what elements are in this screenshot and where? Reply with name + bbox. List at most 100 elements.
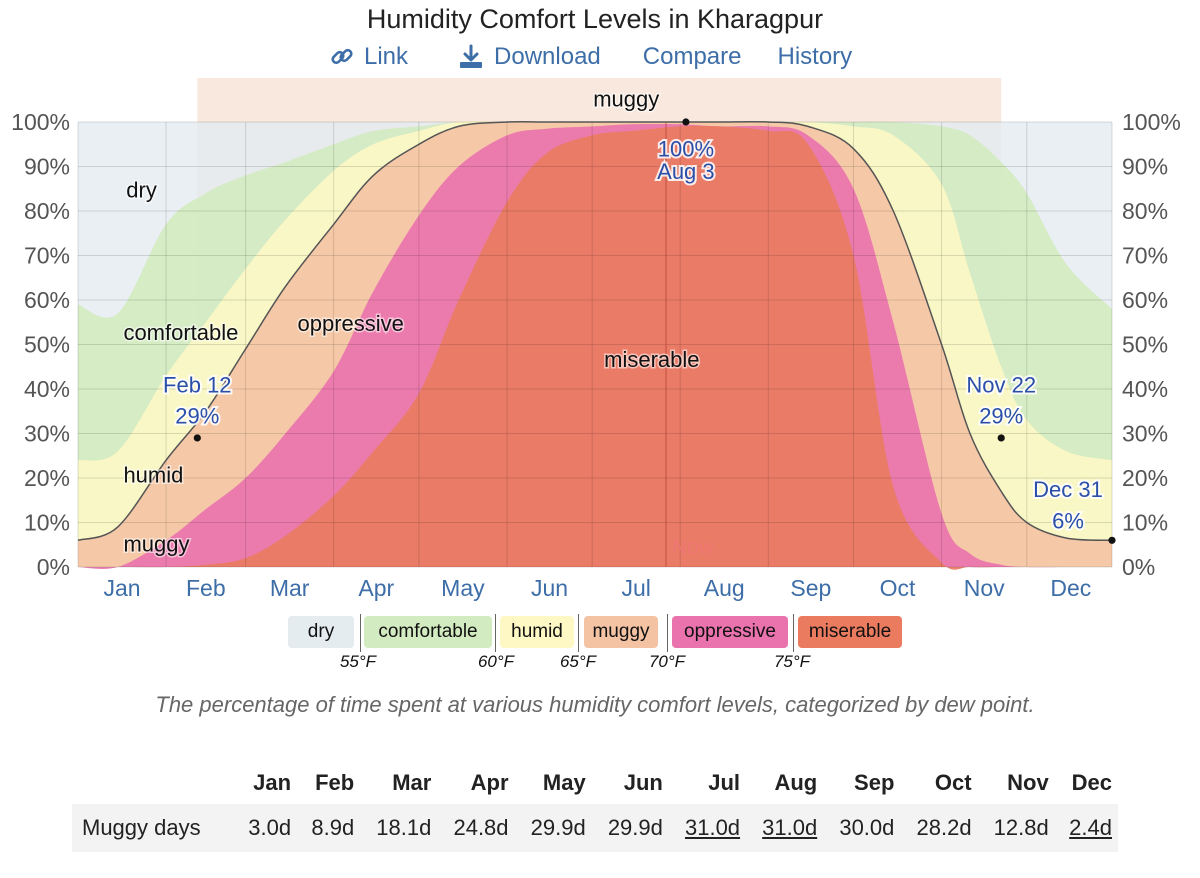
table-header: Jan — [253, 770, 292, 795]
chart-caption: The percentage of time spent at various … — [155, 692, 1035, 717]
toolbar: Link Download Compare History — [330, 40, 852, 74]
legend-miserable: miserable — [798, 616, 902, 648]
legend-dry: dry — [288, 616, 354, 648]
table-cell-value: 31.0d — [762, 815, 818, 840]
annotation-value: 29% — [979, 404, 1023, 429]
table-header: Feb — [315, 770, 355, 795]
table-row-label: Muggy days — [72, 804, 234, 852]
table-header: Mar — [392, 770, 432, 795]
legend-threshold: 70°F — [648, 652, 686, 671]
legend-comfortable: comfortable — [364, 616, 492, 648]
x-tick-label: Feb — [186, 575, 226, 601]
table-cell: 29.9d — [591, 804, 669, 852]
band-label-comfortable: comfortable — [123, 320, 238, 345]
x-tick-label: Nov — [964, 575, 1005, 601]
table-header-empty — [72, 762, 234, 804]
link-button[interactable]: Link — [330, 43, 408, 71]
legend-threshold: 75°F — [773, 652, 811, 671]
y-tick-label-right: 70% — [1122, 243, 1168, 269]
x-tick-label: Aug — [704, 575, 745, 601]
table-cell-value: 2.4d — [1069, 815, 1112, 840]
x-tick-label: Jun — [531, 575, 568, 601]
band-label-muggy: muggy — [593, 86, 659, 111]
legend-separator — [793, 614, 794, 652]
table-header: Jul — [708, 770, 741, 795]
table-cell-value: 31.0d — [684, 815, 741, 840]
legend-separator — [495, 614, 496, 652]
legend-threshold: 65°F — [559, 652, 597, 671]
table-header-row: Jan Feb Mar Apr May Jun Jul Aug Sep Oct … — [72, 762, 1118, 804]
y-tick-label-left: 60% — [24, 287, 70, 313]
annotation-date: Nov 22 — [966, 373, 1036, 398]
band-label-humid: humid — [123, 462, 183, 487]
y-tick-label-left: 50% — [24, 332, 70, 358]
download-label: Download — [494, 43, 601, 70]
annotation-point — [1108, 536, 1116, 544]
link-icon — [331, 48, 353, 65]
x-tick-label: Oct — [880, 575, 916, 601]
history-button[interactable]: History — [777, 43, 852, 71]
table-cell: 24.8d — [437, 804, 515, 852]
legend-separator — [578, 614, 579, 652]
table-header: Nov — [1007, 770, 1049, 795]
x-tick-label: Sep — [790, 575, 831, 601]
table-header: Apr — [470, 770, 509, 795]
area-miserable — [78, 125, 1112, 570]
table-cell: 29.9d — [514, 804, 592, 852]
table-header: Jun — [623, 770, 663, 795]
annotation-value: 29% — [175, 404, 219, 429]
download-icon — [460, 44, 483, 68]
table-header: Sep — [854, 770, 895, 795]
table-header: Dec — [1071, 770, 1112, 795]
link-label: Link — [364, 43, 409, 70]
legend-muggy: muggy — [584, 616, 658, 648]
band-label-miserable: miserable — [604, 347, 699, 372]
x-tick-label: Jul — [621, 575, 650, 601]
table-cell: 12.8d — [977, 804, 1055, 852]
x-tick-label: Mar — [270, 575, 310, 601]
table-cell-max[interactable]: 31.0d — [746, 804, 824, 852]
y-tick-label-left: 10% — [24, 510, 70, 536]
y-tick-label-right: 80% — [1122, 198, 1168, 224]
y-tick-label-right: 10% — [1122, 510, 1168, 536]
table-row: Muggy days 3.0d 8.9d 18.1d 24.8d 29.9d 2… — [72, 804, 1118, 852]
y-tick-label-left: 20% — [24, 465, 70, 491]
y-tick-label-right: 100% — [1122, 109, 1181, 135]
y-tick-label-right: 90% — [1122, 154, 1168, 180]
table-header: Oct — [934, 770, 972, 795]
table-header: May — [542, 770, 586, 795]
table-cell-min[interactable]: 2.4d — [1054, 804, 1118, 852]
table-header: Aug — [774, 770, 818, 795]
y-tick-label-right: 50% — [1122, 332, 1168, 358]
muggy-threshold-line — [77, 120, 1113, 542]
table-cell-max[interactable]: 31.0d — [668, 804, 747, 852]
page-title: Humidity Comfort Levels in Kharagpur — [366, 4, 824, 34]
compare-button[interactable]: Compare — [643, 43, 742, 71]
table-cell: 30.0d — [823, 804, 901, 852]
y-tick-label-left: 100% — [11, 109, 70, 135]
band-label-muggy: muggy — [123, 531, 189, 556]
table-cell: 8.9d — [297, 804, 361, 852]
y-tick-label-left: 40% — [24, 376, 70, 402]
table-cell: 18.1d — [360, 804, 438, 852]
download-button[interactable]: Download — [458, 43, 601, 71]
x-tick-label: May — [441, 575, 485, 601]
muggy-days-table: Jan Feb Mar Apr May Jun Jul Aug Sep Oct … — [72, 762, 1118, 852]
legend-separator — [667, 614, 668, 652]
annotation-point — [997, 434, 1005, 442]
y-tick-label-left: 80% — [24, 198, 70, 224]
humidity-chart: Now 0% 0% 10% 10% 20% 20% 30% 30% 40% 40% 50% 50% 60%… — [11, 78, 1181, 601]
y-tick-label-right: 20% — [1122, 465, 1168, 491]
y-tick-label-right: 40% — [1122, 376, 1168, 402]
compare-label: Compare — [642, 43, 742, 70]
band-label-oppressive: oppressive — [298, 311, 404, 336]
y-tick-label-left: 70% — [24, 243, 70, 269]
legend-humid: humid — [500, 616, 574, 648]
now-label: Now — [672, 536, 715, 559]
x-tick-label: Apr — [358, 575, 394, 601]
x-tick-label: Jan — [103, 575, 140, 601]
y-tick-label-left: 90% — [24, 154, 70, 180]
annotation-value: 100% — [658, 137, 714, 162]
legend-threshold: 60°F — [477, 652, 515, 671]
table-cell: 3.0d — [234, 804, 298, 852]
